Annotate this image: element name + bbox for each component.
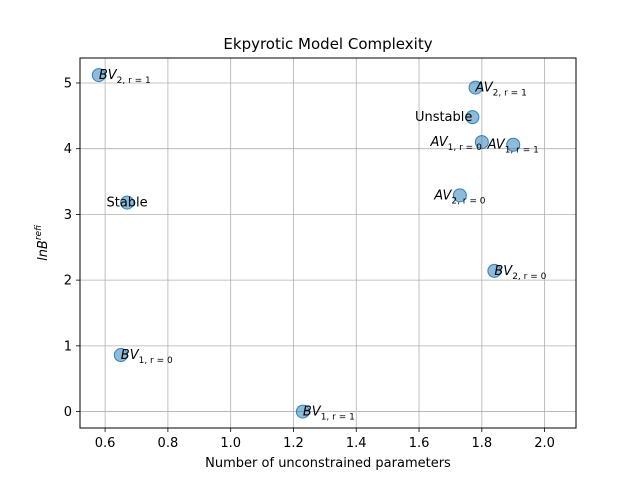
y-tick-label: 5 <box>64 76 72 91</box>
point-label: BV1, r = 1 <box>303 405 355 423</box>
y-ticks: 0 1 2 3 4 5 <box>64 76 80 420</box>
point-label: BV1, r = 0 <box>121 348 173 366</box>
scatter-point <box>465 110 480 125</box>
y-tick-label: 1 <box>64 339 72 354</box>
x-ticks: 0.6 0.8 1.0 1.2 1.4 1.6 1.8 2.0 <box>95 428 555 451</box>
grid-lines <box>80 58 576 428</box>
x-tick-label: 1.6 <box>409 436 430 451</box>
scatter-point <box>452 188 467 203</box>
chart-title: Ekpyrotic Model Complexity <box>223 35 432 53</box>
scatter-point <box>474 135 489 150</box>
y-tick-label: 0 <box>64 405 72 420</box>
y-tick-label: 2 <box>64 274 72 289</box>
plot-frame <box>79 57 577 429</box>
x-tick-label: 0.8 <box>158 436 179 451</box>
x-axis-title: Number of unconstrained parameters <box>205 456 451 471</box>
x-tick-label: 0.6 <box>95 436 116 451</box>
point-label: AV1, r = 1 <box>487 138 539 156</box>
scatter-point <box>113 348 128 363</box>
scatter-point <box>506 137 521 152</box>
data-points <box>91 68 521 419</box>
x-tick-label: 1.4 <box>346 436 367 451</box>
point-label: Stable <box>106 196 147 211</box>
y-tick-label: 3 <box>64 208 72 223</box>
point-label: AV2, r = 0 <box>433 188 486 206</box>
x-tick-label: 1.8 <box>471 436 492 451</box>
x-tick-label: 1.2 <box>283 436 304 451</box>
scatter-point <box>120 195 135 210</box>
point-label: AV2, r = 1 <box>475 81 527 99</box>
scatter-point <box>91 68 106 83</box>
scatter-point <box>468 80 483 95</box>
point-label: AV1, r = 0 <box>430 135 483 153</box>
scatter-point <box>295 404 310 419</box>
x-tick-label: 2.0 <box>534 436 555 451</box>
point-label: BV2, r = 0 <box>494 264 546 282</box>
x-tick-label: 1.0 <box>220 436 241 451</box>
scatter-point <box>487 263 502 278</box>
point-label: Unstable <box>415 110 472 125</box>
y-axis-title: lnBrefi <box>34 225 51 261</box>
y-tick-label: 4 <box>64 142 72 157</box>
point-label: BV2, r = 1 <box>99 68 151 86</box>
